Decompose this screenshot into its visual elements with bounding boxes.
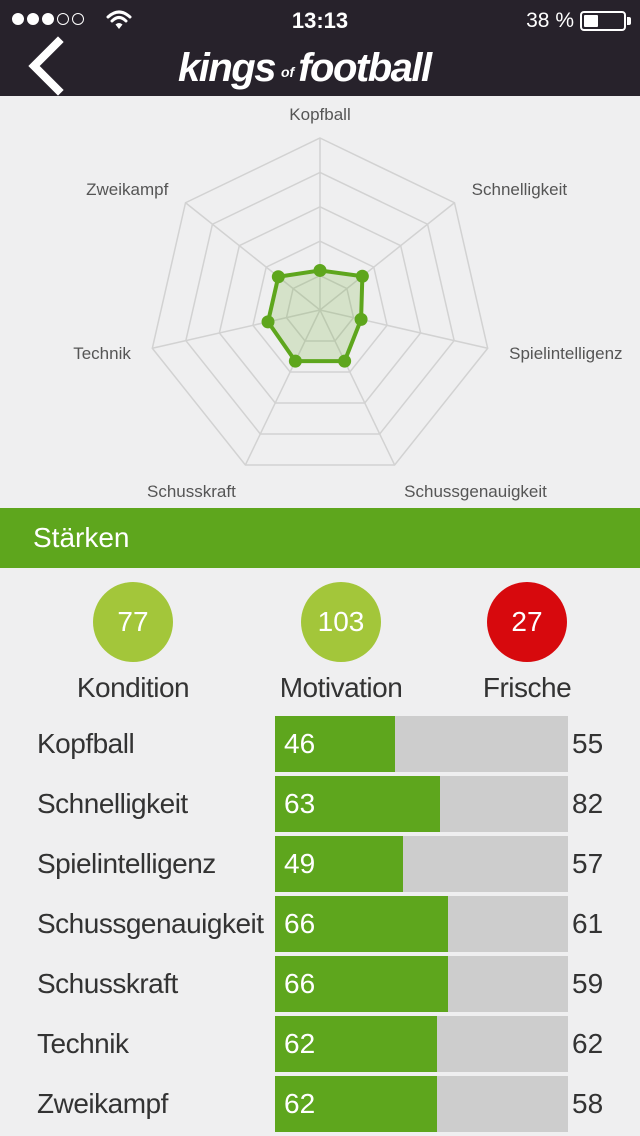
skill-row: Schnelligkeit 63 82 — [0, 776, 640, 832]
battery-nub — [627, 17, 631, 25]
status-bar: 13:13 38 % — [0, 0, 640, 40]
radar-data-point — [338, 354, 352, 368]
skill-row: Zweikampf 62 58 — [0, 1076, 640, 1132]
skill-max-value: 62 — [572, 1028, 604, 1059]
section-header: Stärken — [0, 508, 640, 568]
app-logo: kings of football — [178, 44, 432, 100]
skill-row: Spielintelligenz 49 57 — [0, 836, 640, 892]
section-title: Stärken — [33, 522, 130, 553]
skill-bar: 66 — [275, 896, 568, 952]
radar-axis-line — [152, 309, 321, 350]
kondition-label: Kondition — [76, 672, 190, 703]
radar-data-point — [261, 315, 275, 329]
skill-bar-fill — [275, 836, 403, 892]
radar-axis-line — [319, 309, 396, 466]
signal-dot — [27, 13, 39, 25]
cellular-signal-icon — [12, 13, 84, 25]
radar-grid-ring — [185, 171, 455, 435]
skill-label: Schussgenauigkeit — [37, 908, 264, 939]
radar-data-point — [288, 354, 302, 368]
skill-value: 49 — [284, 848, 316, 879]
skill-label: Kopfball — [37, 728, 135, 759]
skill-value: 66 — [284, 908, 316, 939]
radar-grid-ring — [285, 274, 355, 342]
motivation-badge: 103 — [301, 582, 381, 662]
nav-bar: kings of football — [0, 36, 640, 96]
logo-word-of: of — [280, 64, 295, 80]
skill-bar-fill — [275, 716, 395, 772]
skill-label: Zweikampf — [37, 1088, 168, 1119]
skill-bar-fill — [275, 776, 440, 832]
skill-max-value: 58 — [572, 1088, 604, 1119]
frische-label: Frische — [482, 672, 572, 703]
radar-axis-line — [244, 309, 321, 466]
radar-grid-ring — [151, 137, 489, 466]
battery-fill — [584, 15, 599, 27]
skill-label: Spielintelligenz — [37, 848, 216, 879]
radar-axis-line — [185, 202, 321, 311]
skill-bar: 49 — [275, 836, 568, 892]
skill-row: Schussgenauigkeit 66 61 — [0, 896, 640, 952]
skill-max-value: 55 — [572, 728, 604, 759]
skill-bar: 62 — [275, 1016, 568, 1072]
motivation-label: Motivation — [279, 672, 403, 703]
skill-max-value: 57 — [572, 848, 604, 879]
skill-max-value: 82 — [572, 788, 604, 819]
skill-value: 46 — [284, 728, 316, 759]
status-time: 13:13 — [291, 8, 349, 33]
battery-percentage: 38 % — [526, 9, 574, 32]
skill-row: Kopfball 46 55 — [0, 716, 640, 772]
radar-series-area — [266, 268, 365, 364]
wifi-icon — [106, 10, 132, 29]
battery-icon — [580, 11, 626, 31]
skill-value: 63 — [284, 788, 316, 819]
logo-word-football: football — [298, 46, 432, 90]
skill-value: 66 — [284, 968, 316, 999]
radar-axis-label: Kopfball — [289, 105, 350, 124]
radar-grid-ring — [218, 205, 422, 404]
skill-value: 62 — [284, 1088, 316, 1119]
radar-data-point — [313, 263, 327, 277]
radar-grid-ring — [252, 240, 388, 373]
skill-label: Schusskraft — [37, 968, 178, 999]
skill-row: Schusskraft 66 59 — [0, 956, 640, 1012]
signal-dot — [57, 13, 69, 25]
logo-word-kings: kings — [178, 46, 276, 90]
radar-axis-label: Schnelligkeit — [472, 180, 568, 199]
skill-bar-fill — [275, 956, 448, 1012]
radar-axis-line — [319, 309, 488, 350]
skill-max-value: 59 — [572, 968, 604, 999]
skill-bar-fill — [275, 896, 448, 952]
signal-dot — [12, 13, 24, 25]
skill-bar: 62 — [275, 1076, 568, 1132]
frische-badge: 27 — [487, 582, 567, 662]
skill-bar: 63 — [275, 776, 568, 832]
skill-bar-fill — [275, 1016, 437, 1072]
radar-axis-label: Schusskraft — [147, 482, 236, 501]
skill-max-value: 61 — [572, 908, 604, 939]
skill-value: 62 — [284, 1028, 316, 1059]
radar-chart: Kopfball Schnelligkeit Spielintelligenz Sch… — [73, 105, 622, 501]
radar-axis-line — [319, 202, 455, 311]
skill-bar-fill — [275, 1076, 437, 1132]
radar-data-point — [271, 270, 285, 284]
radar-axis-label: Technik — [73, 344, 131, 363]
back-chevron-icon[interactable] — [22, 36, 66, 100]
radar-axis-label: Schussgenauigkeit — [404, 482, 547, 501]
skill-bar: 66 — [275, 956, 568, 1012]
skill-row: Technik 62 62 — [0, 1016, 640, 1072]
radar-data-point — [354, 312, 368, 326]
radar-axis-label: Zweikampf — [86, 180, 168, 199]
signal-dot — [42, 13, 54, 25]
signal-dot — [72, 13, 84, 25]
skill-label: Schnelligkeit — [37, 788, 188, 819]
skill-bar: 46 — [275, 716, 568, 772]
radar-data-point — [355, 269, 369, 283]
radar-axis-label: Spielintelligenz — [509, 344, 622, 363]
skill-label: Technik — [37, 1028, 129, 1059]
kondition-badge: 77 — [93, 582, 173, 662]
